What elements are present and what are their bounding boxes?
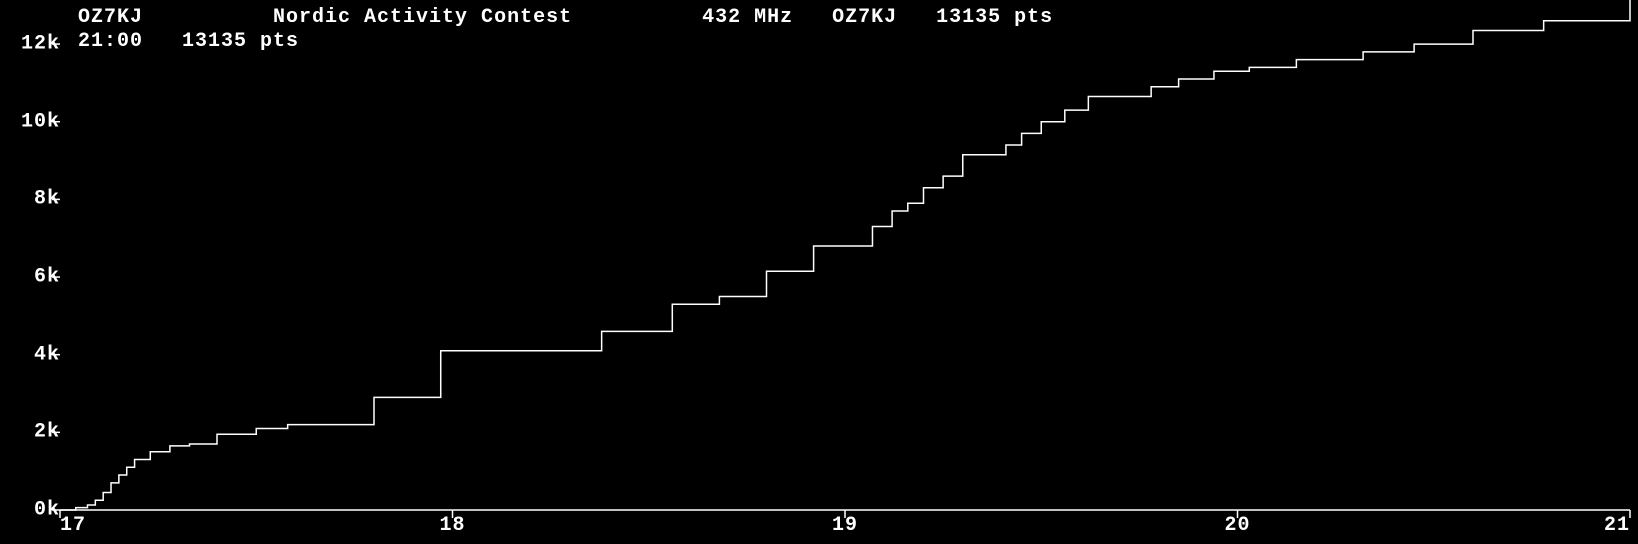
x-tick-label: 18 bbox=[439, 514, 465, 537]
x-tick-label: 20 bbox=[1224, 514, 1250, 537]
x-tick-label: 19 bbox=[832, 514, 858, 537]
y-tick-label: 2k bbox=[34, 421, 60, 444]
y-tick-label: 0k bbox=[34, 499, 60, 522]
y-tick-label: 12k bbox=[21, 33, 60, 56]
y-tick-label: 4k bbox=[34, 343, 60, 366]
x-tick-label: 17 bbox=[60, 514, 86, 537]
y-tick-label: 10k bbox=[21, 110, 60, 133]
y-tick-label: 6k bbox=[34, 266, 60, 289]
y-tick-label: 8k bbox=[34, 188, 60, 211]
x-tick-label: 21 bbox=[1604, 514, 1630, 537]
points-chart bbox=[0, 0, 1638, 544]
